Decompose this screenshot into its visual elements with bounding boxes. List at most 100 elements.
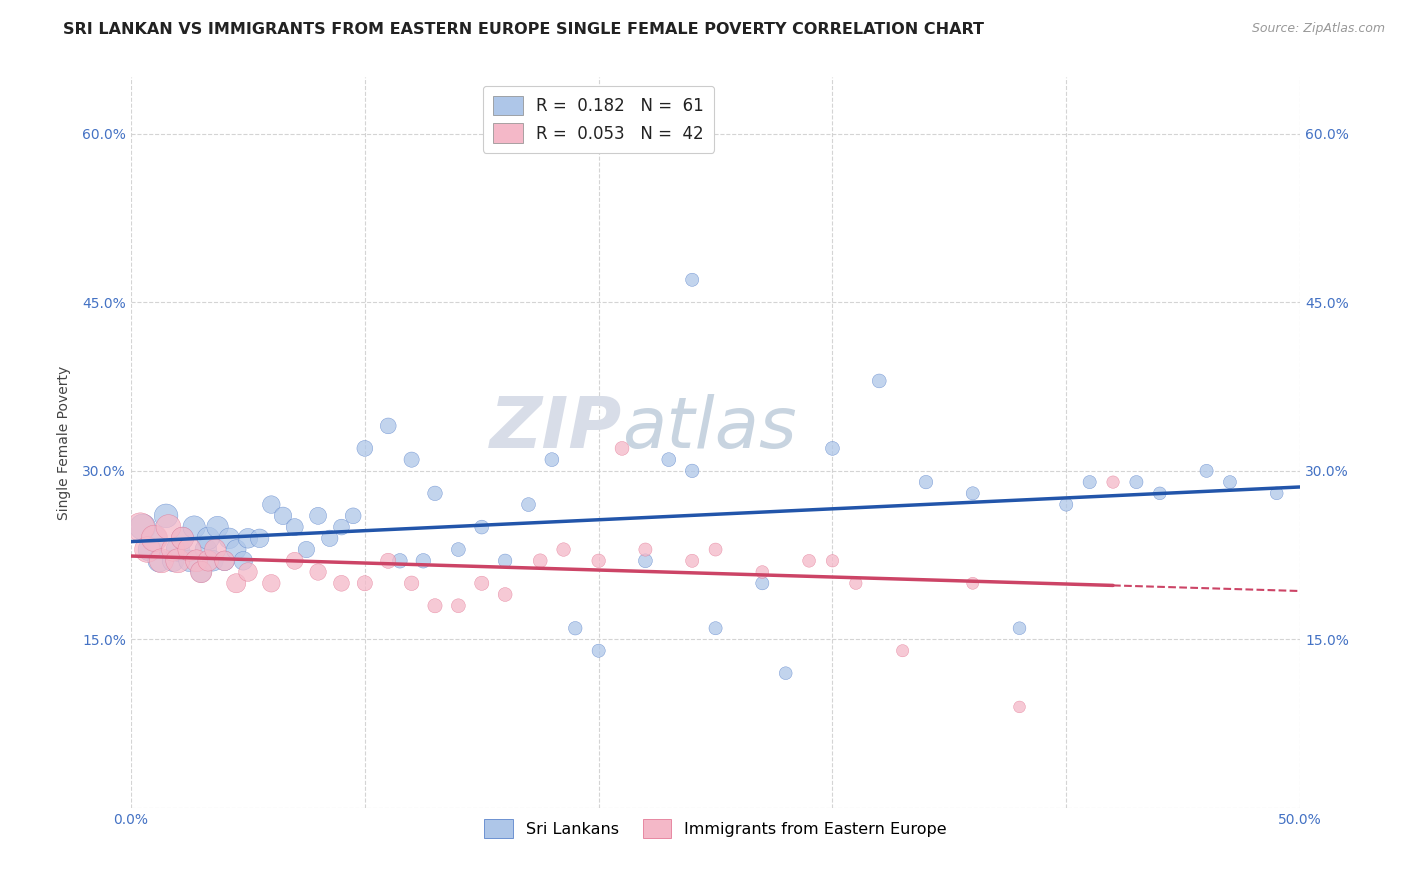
Point — [166, 542, 188, 557]
Point — [295, 542, 318, 557]
Point — [284, 520, 307, 534]
Point — [588, 554, 610, 568]
Point — [129, 520, 152, 534]
Point — [307, 565, 329, 579]
Point — [423, 486, 446, 500]
Point — [353, 576, 375, 591]
Point — [821, 554, 844, 568]
Point — [1008, 621, 1031, 635]
Point — [494, 588, 516, 602]
Point — [225, 542, 247, 557]
Point — [658, 452, 681, 467]
Text: Source: ZipAtlas.com: Source: ZipAtlas.com — [1251, 22, 1385, 36]
Point — [353, 442, 375, 456]
Point — [136, 542, 159, 557]
Point — [447, 542, 470, 557]
Y-axis label: Single Female Poverty: Single Female Poverty — [58, 366, 72, 520]
Point — [1265, 486, 1288, 500]
Point — [845, 576, 868, 591]
Point — [775, 666, 797, 681]
Point — [423, 599, 446, 613]
Point — [197, 554, 219, 568]
Point — [1219, 475, 1241, 489]
Point — [962, 486, 984, 500]
Point — [681, 554, 703, 568]
Point — [186, 554, 208, 568]
Point — [610, 442, 633, 456]
Point — [821, 442, 844, 456]
Point — [225, 576, 247, 591]
Point — [1125, 475, 1147, 489]
Point — [183, 520, 205, 534]
Point — [377, 418, 399, 433]
Point — [704, 542, 727, 557]
Point — [179, 542, 201, 557]
Point — [751, 576, 773, 591]
Point — [1008, 700, 1031, 714]
Point — [1078, 475, 1101, 489]
Point — [412, 554, 434, 568]
Point — [1102, 475, 1125, 489]
Point — [249, 531, 271, 545]
Point — [529, 554, 551, 568]
Point — [201, 554, 224, 568]
Point — [588, 644, 610, 658]
Point — [564, 621, 586, 635]
Point — [162, 554, 184, 568]
Point — [307, 508, 329, 523]
Text: atlas: atlas — [621, 393, 797, 463]
Point — [553, 542, 575, 557]
Point — [342, 508, 364, 523]
Point — [377, 554, 399, 568]
Point — [330, 520, 353, 534]
Point — [284, 554, 307, 568]
Point — [172, 531, 194, 545]
Point — [194, 542, 217, 557]
Point — [150, 554, 173, 568]
Point — [891, 644, 914, 658]
Point — [494, 554, 516, 568]
Point — [143, 531, 166, 545]
Point — [1054, 498, 1077, 512]
Point — [190, 565, 212, 579]
Point — [1149, 486, 1171, 500]
Point — [704, 621, 727, 635]
Point — [634, 542, 657, 557]
Point — [148, 554, 170, 568]
Point — [204, 542, 226, 557]
Point — [232, 554, 254, 568]
Point — [681, 464, 703, 478]
Point — [236, 531, 259, 545]
Point — [319, 531, 342, 545]
Point — [447, 599, 470, 613]
Point — [868, 374, 890, 388]
Point — [1195, 464, 1218, 478]
Point — [214, 554, 236, 568]
Point — [138, 542, 160, 557]
Point — [271, 508, 294, 523]
Point — [962, 576, 984, 591]
Point — [634, 554, 657, 568]
Point — [797, 554, 820, 568]
Point — [471, 520, 494, 534]
Point — [143, 531, 166, 545]
Legend: Sri Lankans, Immigrants from Eastern Europe: Sri Lankans, Immigrants from Eastern Eur… — [478, 813, 953, 844]
Point — [172, 531, 194, 545]
Point — [388, 554, 411, 568]
Point — [260, 498, 283, 512]
Point — [166, 554, 188, 568]
Point — [401, 452, 423, 467]
Point — [915, 475, 938, 489]
Text: SRI LANKAN VS IMMIGRANTS FROM EASTERN EUROPE SINGLE FEMALE POVERTY CORRELATION C: SRI LANKAN VS IMMIGRANTS FROM EASTERN EU… — [63, 22, 984, 37]
Point — [471, 576, 494, 591]
Point — [155, 508, 177, 523]
Point — [157, 520, 180, 534]
Point — [517, 498, 540, 512]
Point — [681, 273, 703, 287]
Point — [190, 565, 212, 579]
Text: ZIP: ZIP — [489, 393, 621, 463]
Point — [751, 565, 773, 579]
Point — [179, 554, 201, 568]
Point — [132, 520, 155, 534]
Point — [162, 542, 184, 557]
